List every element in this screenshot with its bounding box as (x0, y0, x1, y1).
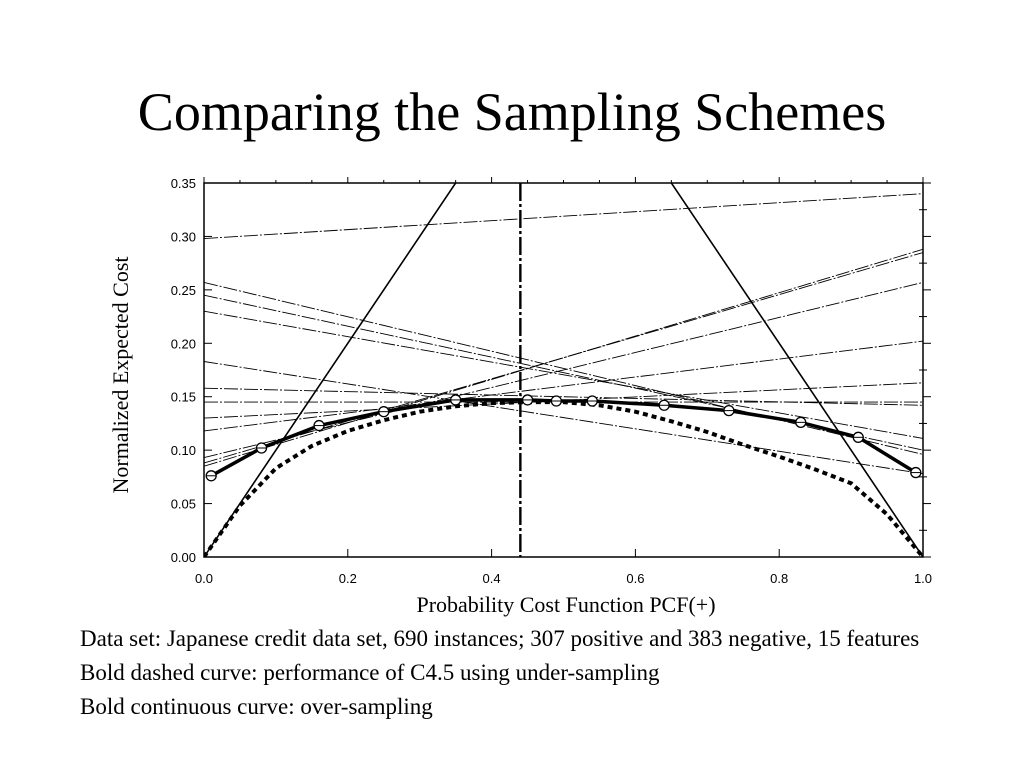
y-tick-label: 0.20 (171, 336, 196, 351)
y-tick-label: 0.25 (171, 283, 196, 298)
caption-dataset: Data set: Japanese credit data set, 690 … (80, 626, 920, 651)
cost-curve-chart: 0.00 0.05 0.10 0.15 0.20 0.25 0.30 0.35 0.0 0.2 0.… (108, 176, 932, 617)
cost-line-8 (204, 340, 923, 432)
over-sampling-curve (210, 398, 917, 478)
y-tick-label: 0.15 (171, 390, 196, 405)
x-tick-label: 0.2 (339, 571, 357, 586)
plot-area (204, 183, 923, 557)
x-tick-label: 0.0 (195, 571, 213, 586)
x-tick-label: 0.8 (770, 571, 788, 586)
y-axis-label: Normalized Expected Cost (108, 256, 133, 493)
x-tick-label: 0.6 (626, 571, 644, 586)
y-tick-label: 0.10 (171, 443, 196, 458)
caption-under-sampling: Bold dashed curve: performance of C4.5 u… (80, 660, 660, 685)
y-tick-label: 0.30 (171, 229, 196, 244)
cost-line-4 (204, 361, 923, 475)
cost-line-11 (204, 248, 923, 467)
x-axis-label: Probability Cost Function PCF(+) (416, 592, 715, 617)
y-tick-label: 0.00 (171, 550, 196, 565)
cost-line-10 (204, 252, 923, 464)
cost-line-3 (204, 310, 923, 439)
caption-block: Data set: Japanese credit data set, 690 … (80, 622, 960, 724)
x-tick-label: 1.0 (914, 571, 932, 586)
x-tick-label: 0.4 (483, 571, 501, 586)
cost-line-0 (204, 193, 923, 240)
caption-over-sampling: Bold continuous curve: over-sampling (80, 694, 433, 719)
y-tick-label: 0.05 (171, 497, 196, 512)
slide-title: Comparing the Sampling Schemes (137, 82, 887, 142)
y-tick-label: 0.35 (171, 176, 196, 191)
trivial-classifier-line-0 (204, 183, 457, 557)
trivial-classifier-line-1 (670, 183, 923, 557)
axis-ticks: 0.00 0.05 0.10 0.15 0.20 0.25 0.30 0.35 0.0 0.2 0.… (171, 176, 932, 586)
